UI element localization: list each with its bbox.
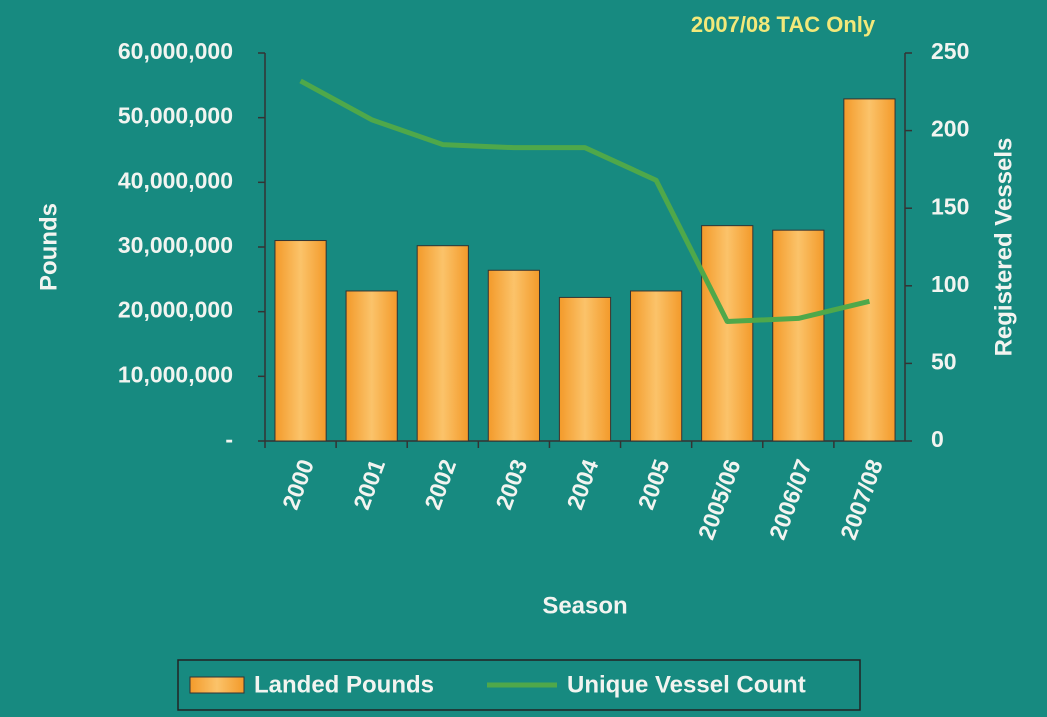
legend-swatch — [189, 676, 245, 694]
legend-label: Landed Pounds — [254, 671, 434, 698]
y-tick-label: 50,000,000 — [118, 103, 233, 129]
y2-tick-label: 50 — [931, 348, 957, 374]
y2-tick-label: 100 — [931, 271, 969, 297]
y-tick-label: 60,000,000 — [118, 38, 233, 64]
y-tick-label: 30,000,000 — [118, 232, 233, 258]
bar — [558, 296, 612, 442]
line — [299, 78, 871, 324]
y-tick-label: 10,000,000 — [118, 361, 233, 387]
bar — [772, 229, 825, 442]
bar — [701, 225, 754, 442]
legend-box — [177, 659, 861, 711]
y-tick-label: - — [225, 426, 233, 452]
bar — [843, 98, 896, 442]
y-tick-label: 40,000,000 — [118, 167, 233, 193]
y2-tick-label: 200 — [931, 116, 969, 142]
annotation: 2007/08 TAC Only — [691, 12, 876, 37]
y-axis-label: Pounds — [35, 203, 62, 291]
bar — [630, 290, 683, 442]
y2-axis-label: Registered Vessels — [990, 138, 1017, 357]
bar — [345, 290, 398, 442]
x-axis-label: Season — [542, 592, 627, 619]
y2-tick-label: 0 — [931, 426, 944, 452]
bar — [487, 269, 540, 442]
bar — [274, 240, 327, 442]
legend-label: Unique Vessel Count — [567, 671, 806, 698]
y-tick-label: 20,000,000 — [118, 297, 233, 323]
bar — [416, 245, 469, 442]
y2-tick-label: 150 — [931, 193, 969, 219]
y2-tick-label: 250 — [931, 38, 969, 64]
